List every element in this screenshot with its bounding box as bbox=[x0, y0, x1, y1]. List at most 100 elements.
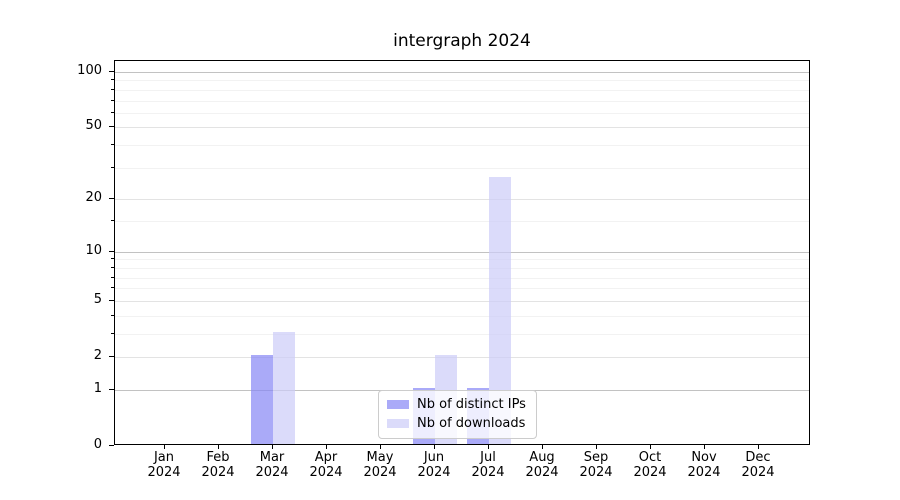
x-tick-mark bbox=[218, 445, 219, 449]
major-gridline bbox=[115, 127, 809, 129]
month-label: Feb bbox=[206, 450, 230, 465]
x-tick-mark bbox=[326, 445, 327, 449]
month-label: Jul bbox=[480, 450, 496, 465]
year-label: 2024 bbox=[201, 465, 235, 480]
x-tick-mark bbox=[758, 445, 759, 449]
x-tick-mark bbox=[488, 445, 489, 449]
year-label: 2024 bbox=[633, 465, 667, 480]
major-gridline bbox=[115, 300, 809, 302]
y-tick-label: 100 bbox=[77, 63, 102, 78]
legend-item: Nb of distinct IPs bbox=[387, 397, 526, 412]
x-tick-label-sep: Sep 2024 bbox=[569, 450, 623, 480]
minor-gridline bbox=[115, 80, 809, 82]
legend-label: Nb of downloads bbox=[417, 416, 526, 431]
y-minor-tick-mark bbox=[111, 266, 114, 268]
chart-title: intergraph 2024 bbox=[393, 31, 531, 51]
minor-gridline bbox=[115, 277, 809, 279]
year-label: 2024 bbox=[687, 465, 721, 480]
x-tick-label-jan: Jan 2024 bbox=[137, 450, 191, 480]
y-tick-mark bbox=[109, 71, 114, 72]
x-tick-mark bbox=[164, 445, 165, 449]
year-label: 2024 bbox=[309, 465, 343, 480]
legend: Nb of distinct IPs Nb of downloads bbox=[378, 390, 537, 439]
x-tick-label-oct: Oct 2024 bbox=[623, 450, 677, 480]
month-label: Dec bbox=[745, 450, 771, 465]
year-label: 2024 bbox=[471, 465, 505, 480]
month-label: Jan bbox=[153, 450, 175, 465]
major-gridline bbox=[115, 199, 809, 201]
bar-mar-downloads bbox=[273, 331, 295, 444]
x-tick-label-apr: Apr 2024 bbox=[299, 450, 353, 480]
x-tick-mark bbox=[650, 445, 651, 449]
bar-jul-downloads bbox=[489, 176, 511, 444]
y-tick-label: 0 bbox=[93, 437, 102, 452]
legend-swatch-icon bbox=[387, 419, 409, 428]
legend-item: Nb of downloads bbox=[387, 416, 526, 431]
plot-area: Nb of distinct IPs Nb of downloads bbox=[114, 60, 810, 445]
x-tick-label-jun: Jun 2024 bbox=[407, 450, 461, 480]
minor-gridline bbox=[115, 167, 809, 169]
month-label: Nov bbox=[691, 450, 717, 465]
x-tick-mark bbox=[596, 445, 597, 449]
month-label: Jun bbox=[423, 450, 445, 465]
y-tick-label: 20 bbox=[85, 190, 102, 206]
year-label: 2024 bbox=[741, 465, 775, 480]
month-label: Oct bbox=[638, 450, 662, 465]
minor-gridline bbox=[115, 315, 809, 317]
y-minor-tick-mark bbox=[111, 79, 114, 81]
x-tick-mark bbox=[434, 445, 435, 449]
y-minor-tick-mark bbox=[111, 287, 114, 289]
y-minor-tick-mark bbox=[111, 166, 114, 168]
y-tick-label: 10 bbox=[85, 242, 102, 258]
y-tick-label: 50 bbox=[85, 118, 102, 134]
month-label: May bbox=[366, 450, 394, 465]
x-tick-label-may: May 2024 bbox=[353, 450, 407, 480]
minor-gridline bbox=[115, 89, 809, 91]
y-tick-mark bbox=[109, 198, 114, 200]
month-label: Aug bbox=[529, 450, 555, 465]
minor-gridline bbox=[115, 112, 809, 114]
year-label: 2024 bbox=[579, 465, 613, 480]
x-tick-mark bbox=[380, 445, 381, 449]
y-minor-tick-mark bbox=[111, 276, 114, 278]
y-tick-mark bbox=[109, 356, 114, 357]
year-label: 2024 bbox=[255, 465, 289, 480]
major-gridline bbox=[115, 357, 809, 358]
y-minor-tick-mark bbox=[111, 332, 114, 334]
y-tick-mark bbox=[109, 250, 114, 252]
y-minor-tick-mark bbox=[111, 111, 114, 113]
bar-mar-distinct-ips bbox=[251, 355, 273, 444]
major-gridline bbox=[115, 251, 809, 253]
minor-gridline bbox=[115, 221, 809, 223]
y-minor-tick-mark bbox=[111, 99, 114, 101]
x-tick-label-jul: Jul 2024 bbox=[461, 450, 515, 480]
y-minor-tick-mark bbox=[111, 258, 114, 260]
y-tick-mark bbox=[109, 445, 114, 446]
y-tick-mark bbox=[109, 299, 114, 301]
y-tick-label: 5 bbox=[93, 291, 102, 307]
minor-gridline bbox=[115, 259, 809, 261]
minor-gridline bbox=[115, 100, 809, 102]
y-tick-label: 2 bbox=[93, 348, 102, 363]
y-minor-tick-mark bbox=[111, 144, 114, 146]
legend-label: Nb of distinct IPs bbox=[417, 397, 526, 412]
year-label: 2024 bbox=[417, 465, 451, 480]
month-label: Apr bbox=[314, 450, 338, 465]
y-tick-mark bbox=[109, 126, 114, 128]
y-tick-label: 1 bbox=[93, 380, 102, 396]
x-tick-label-mar: Mar 2024 bbox=[245, 450, 299, 480]
minor-gridline bbox=[115, 267, 809, 269]
month-label: Sep bbox=[583, 450, 609, 465]
x-tick-mark bbox=[542, 445, 543, 449]
x-tick-label-aug: Aug 2024 bbox=[515, 450, 569, 480]
x-tick-mark bbox=[704, 445, 705, 449]
year-label: 2024 bbox=[525, 465, 559, 480]
x-tick-label-nov: Nov 2024 bbox=[677, 450, 731, 480]
year-label: 2024 bbox=[147, 465, 181, 480]
x-tick-label-feb: Feb 2024 bbox=[191, 450, 245, 480]
y-tick-mark bbox=[109, 388, 114, 390]
x-tick-label-dec: Dec 2024 bbox=[731, 450, 785, 480]
month-label: Mar bbox=[259, 450, 285, 465]
y-minor-tick-mark bbox=[111, 88, 114, 90]
x-tick-mark bbox=[272, 445, 273, 449]
